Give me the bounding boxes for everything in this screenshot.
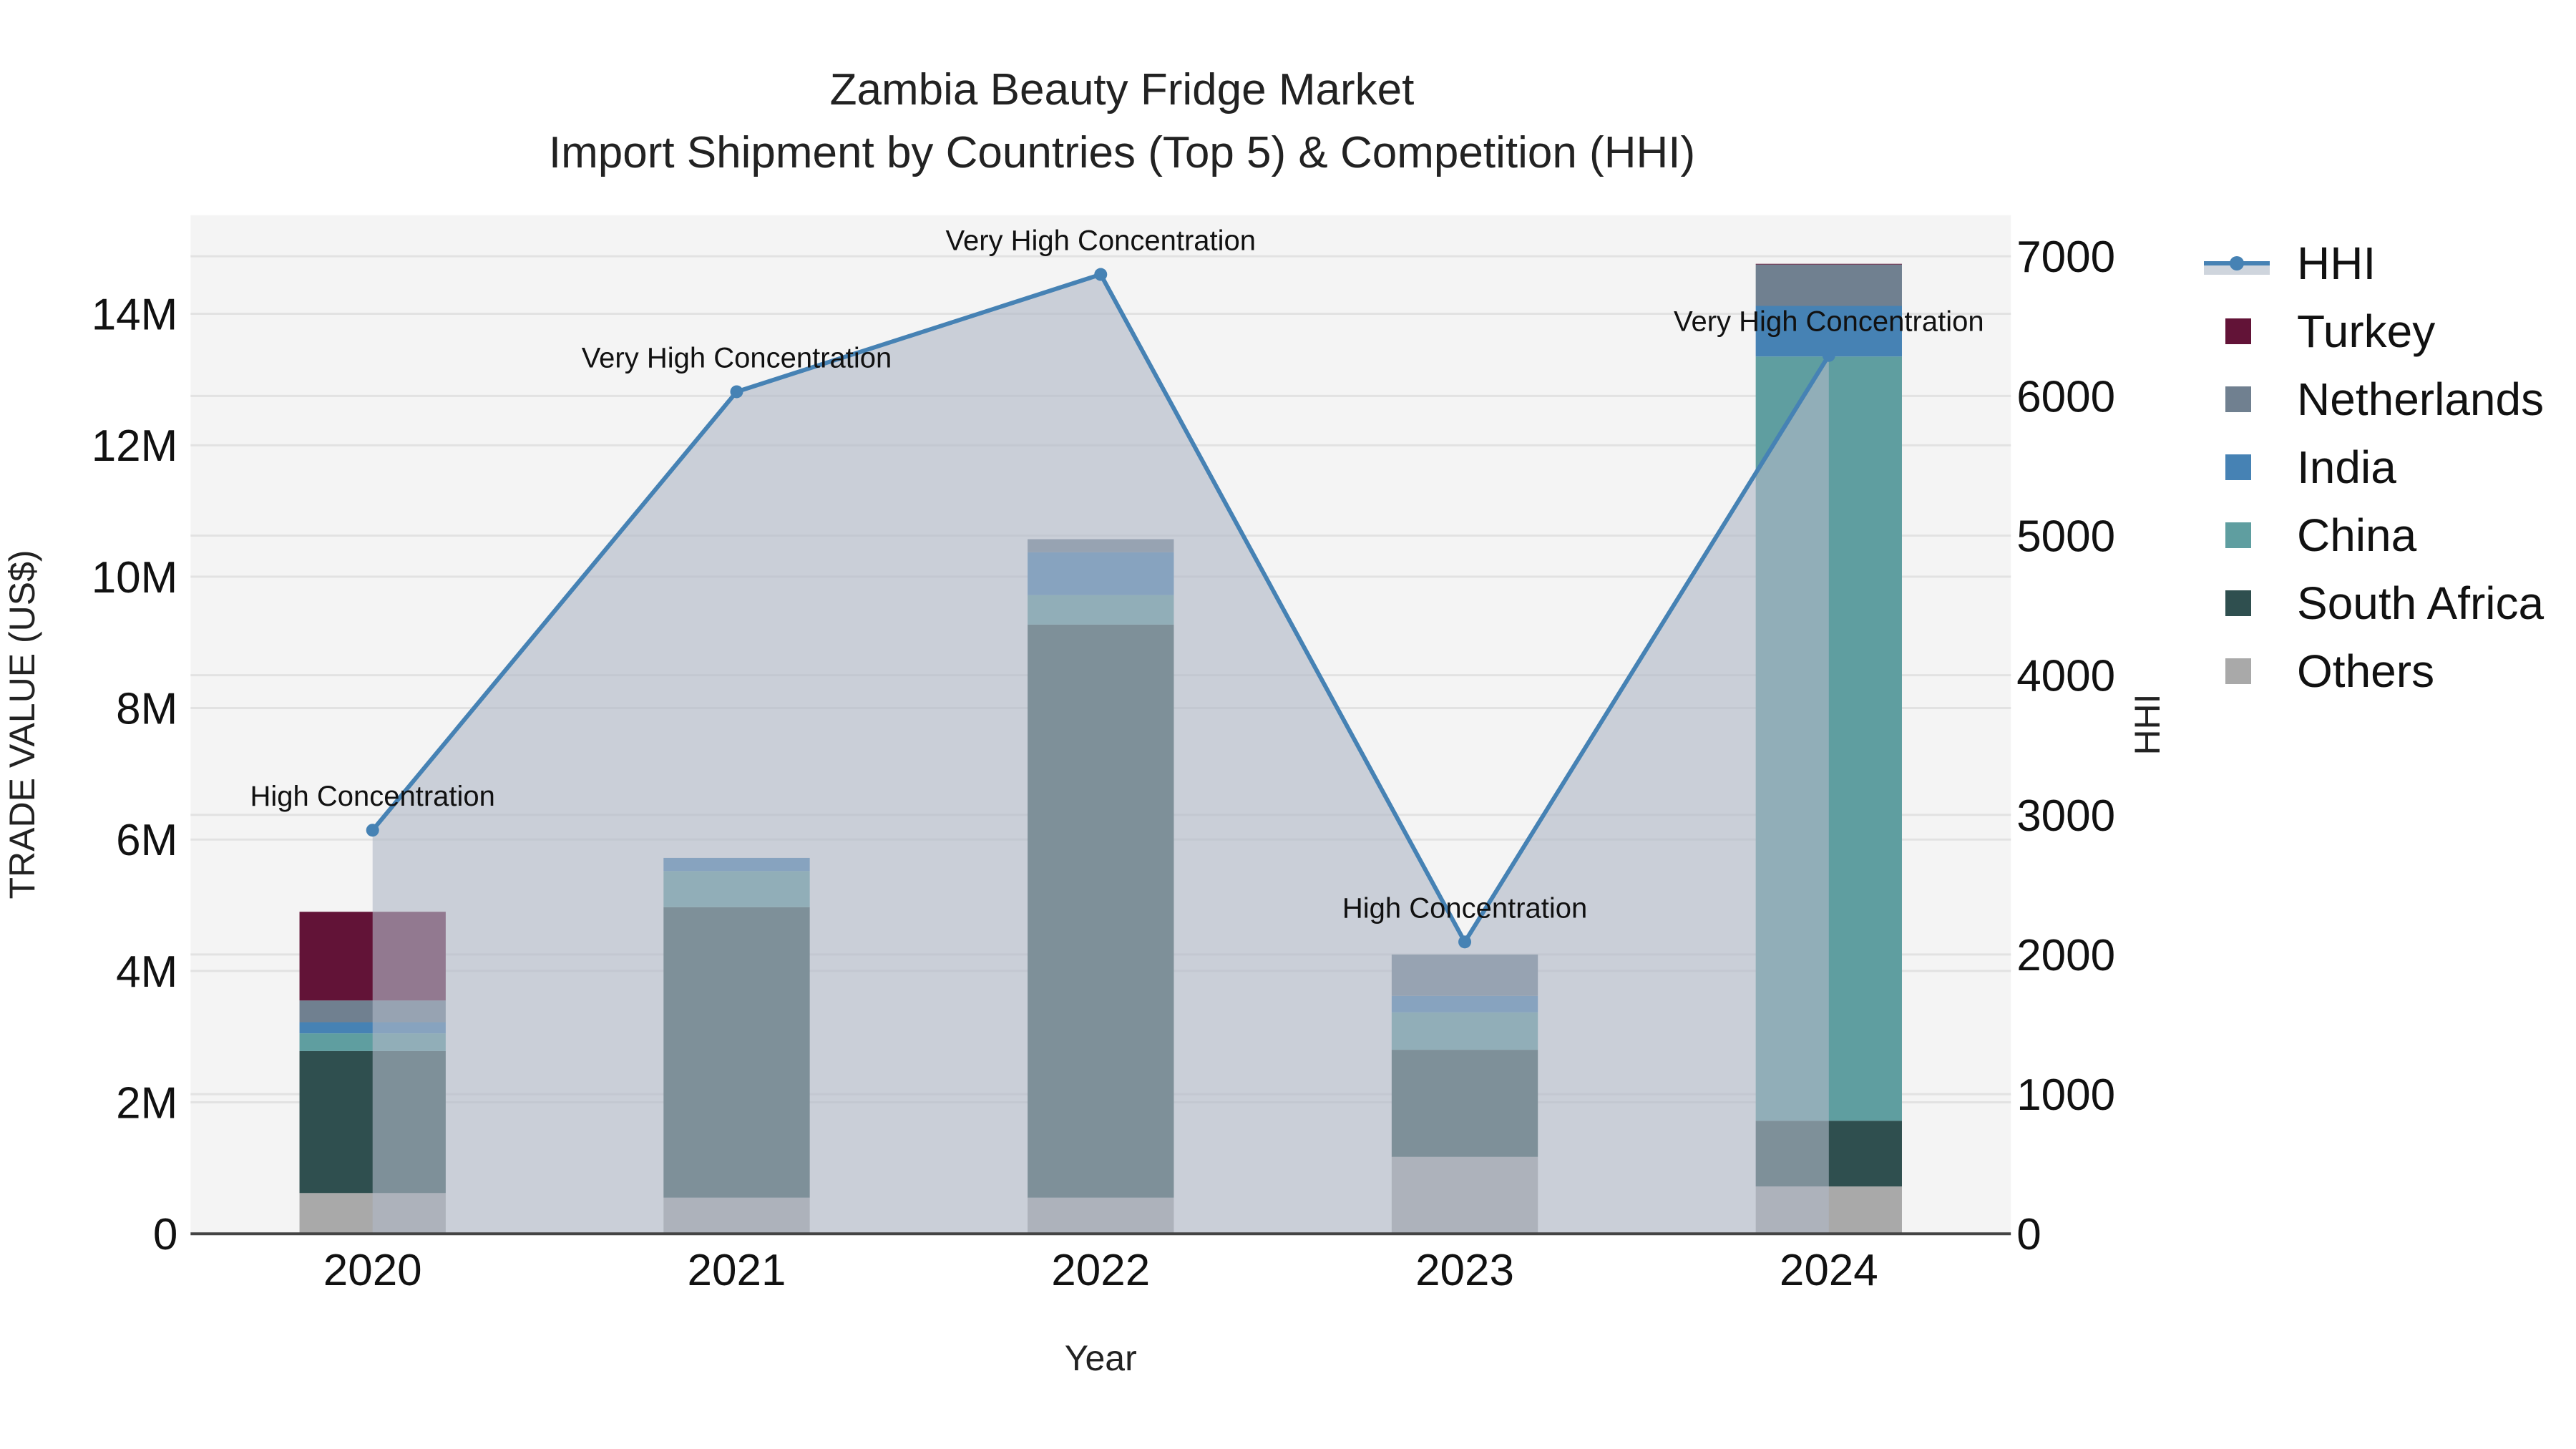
legend-swatch-icon [2225,454,2251,480]
y-right-axis-title: HHI [2127,693,2167,755]
bar-segment-netherlands[interactable] [1755,264,1902,306]
bar-segment-turkey[interactable] [1755,263,1902,265]
legend-swatch-icon [2225,522,2251,548]
x-tick: 2020 [323,1246,422,1295]
legend-item-hhi[interactable]: HHI [2204,229,2544,297]
hhi-marker[interactable] [1094,268,1108,281]
hhi-annotation: High Concentration [250,781,495,812]
legend-swatch-icon [2225,386,2251,412]
legend: HHI Turkey Netherlands India China South Afri… [2204,229,2544,705]
y-left-tick: 12M [92,421,178,471]
legend-label: South Africa [2297,577,2545,629]
legend-label: Netherlands [2297,373,2545,425]
legend-item-south-africa[interactable]: South Africa [2204,569,2544,637]
hhi-annotation: Very High Concentration [1674,306,1984,338]
hhi-marker[interactable] [366,824,379,837]
x-tick: 2022 [1051,1246,1150,1295]
legend-item-india[interactable]: India [2204,433,2544,501]
legend-label: HHI [2297,237,2376,289]
hhi-annotation: High Concentration [1342,892,1587,924]
legend-item-china[interactable]: China [2204,501,2544,569]
y-right-tick: 5000 [2016,512,2115,561]
legend-item-netherlands[interactable]: Netherlands [2204,365,2544,433]
legend-item-others[interactable]: Others [2204,637,2544,705]
hhi-annotation: Very High Concentration [582,342,892,374]
y-left-tick: 10M [92,553,178,602]
y-left-tick: 8M [116,685,177,734]
legend-label: India [2297,441,2396,493]
x-tick: 2021 [688,1246,786,1295]
y-right-tick: 0 [2016,1210,2041,1259]
y-right-tick: 7000 [2016,233,2115,282]
y-right-tick: 3000 [2016,791,2115,841]
y-right-tick: 2000 [2016,931,2115,980]
y-right-tick: 6000 [2016,372,2115,421]
legend-item-turkey[interactable]: Turkey [2204,297,2544,365]
hhi-annotation: Very High Concentration [945,225,1256,257]
legend-swatch-icon [2225,658,2251,684]
y-left-tick: 14M [92,291,178,340]
x-tick: 2023 [1415,1246,1514,1295]
legend-line-icon [2204,250,2270,276]
chart-title-line1: Zambia Beauty Fridge Market [829,65,1415,114]
legend-label: Others [2297,645,2435,697]
legend-swatch-icon [2225,590,2251,616]
hhi-area [372,274,1829,1234]
y-left-tick: 2M [116,1079,177,1128]
y-left-tick: 0 [153,1210,177,1259]
hhi-marker[interactable] [1458,935,1472,949]
legend-label: Turkey [2297,305,2436,357]
y-left-tick: 6M [116,816,177,865]
x-axis-title: Year [1065,1338,1137,1378]
y-left-axis-title: TRADE VALUE (US$) [2,550,42,899]
y-left-tick: 4M [116,947,177,997]
bar-segment-india[interactable] [1755,306,1902,357]
hhi-marker[interactable] [1822,348,1835,362]
chart-title-line2: Import Shipment by Countries (Top 5) & C… [548,128,1696,177]
hhi-marker[interactable] [730,385,743,399]
y-right-tick: 4000 [2016,652,2115,701]
y-right-tick: 1000 [2016,1070,2115,1120]
legend-swatch-icon [2225,318,2251,344]
legend-label: China [2297,509,2417,561]
x-tick: 2024 [1780,1246,1878,1295]
